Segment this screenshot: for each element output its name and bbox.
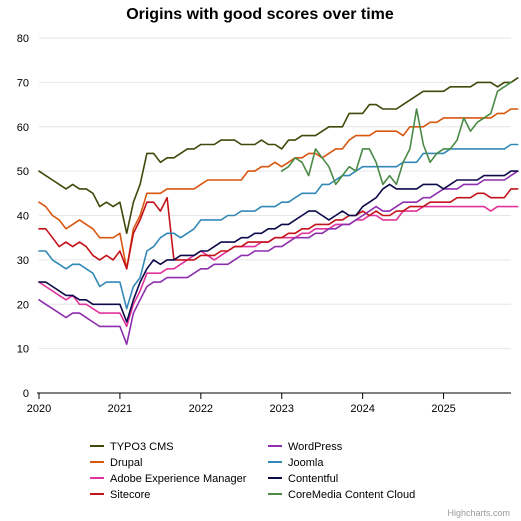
series-line-contentful[interactable] — [38, 170, 519, 323]
legend-label: TYPO3 CMS — [110, 441, 174, 453]
x-tick-label: 2024 — [350, 403, 374, 415]
y-tick-label: 70 — [17, 77, 29, 89]
legend-item-adobe-experience-manager[interactable]: Adobe Experience Manager — [90, 473, 247, 485]
legend: TYPO3 CMS Drupal Adobe Experience Manager S… — [90, 441, 415, 501]
legend-item-drupal[interactable]: Drupal — [90, 457, 142, 469]
y-tick-label: 10 — [17, 344, 29, 356]
legend-label: WordPress — [288, 441, 343, 453]
legend-item-typo3-cms[interactable]: TYPO3 CMS — [90, 441, 174, 453]
y-tick-label: 20 — [17, 299, 29, 311]
x-tick-label: 2020 — [27, 403, 51, 415]
series-line-coremedia-content-cloud[interactable] — [280, 81, 512, 186]
y-tick-label: 80 — [17, 33, 29, 45]
x-tick-label: 2021 — [108, 403, 132, 415]
y-tick-label: 40 — [17, 211, 29, 223]
legend-item-coremedia-content-cloud[interactable]: CoreMedia Content Cloud — [268, 489, 415, 501]
legend-item-sitecore[interactable]: Sitecore — [90, 489, 150, 501]
legend-item-joomla[interactable]: Joomla — [268, 457, 324, 469]
series-line-typo3-cms[interactable] — [38, 77, 519, 235]
legend-label: CoreMedia Content Cloud — [288, 489, 415, 501]
series-line-adobe-experience-manager[interactable] — [38, 205, 519, 328]
grid — [39, 37, 511, 350]
x-tick-label: 2022 — [189, 403, 213, 415]
series-lines — [38, 77, 519, 346]
x-tick-label: 2023 — [270, 403, 294, 415]
x-tick-label: 2025 — [431, 403, 455, 415]
series-line-sitecore[interactable] — [38, 188, 519, 270]
y-tick-label: 60 — [17, 122, 29, 134]
y-tick-label: 30 — [17, 255, 29, 267]
legend-label: Sitecore — [110, 489, 150, 501]
legend-label: Drupal — [110, 457, 142, 469]
legend-item-wordpress[interactable]: WordPress — [268, 441, 343, 453]
legend-label: Adobe Experience Manager — [110, 473, 247, 485]
legend-label: Contentful — [288, 473, 338, 485]
legend-item-contentful[interactable]: Contentful — [268, 473, 338, 485]
y-tick-label: 50 — [17, 166, 29, 178]
series-line-wordpress[interactable] — [38, 170, 519, 346]
y-tick-label: 0 — [23, 388, 29, 400]
series-line-drupal[interactable] — [38, 108, 519, 270]
chart-title: Origins with good scores over time — [126, 6, 394, 23]
legend-label: Joomla — [288, 457, 324, 469]
axes: 0 10 20 30 40 50 60 70 80 2020 2021 2022 2023 2024 202… — [17, 33, 511, 415]
credits-label[interactable]: Highcharts.com — [447, 508, 510, 518]
